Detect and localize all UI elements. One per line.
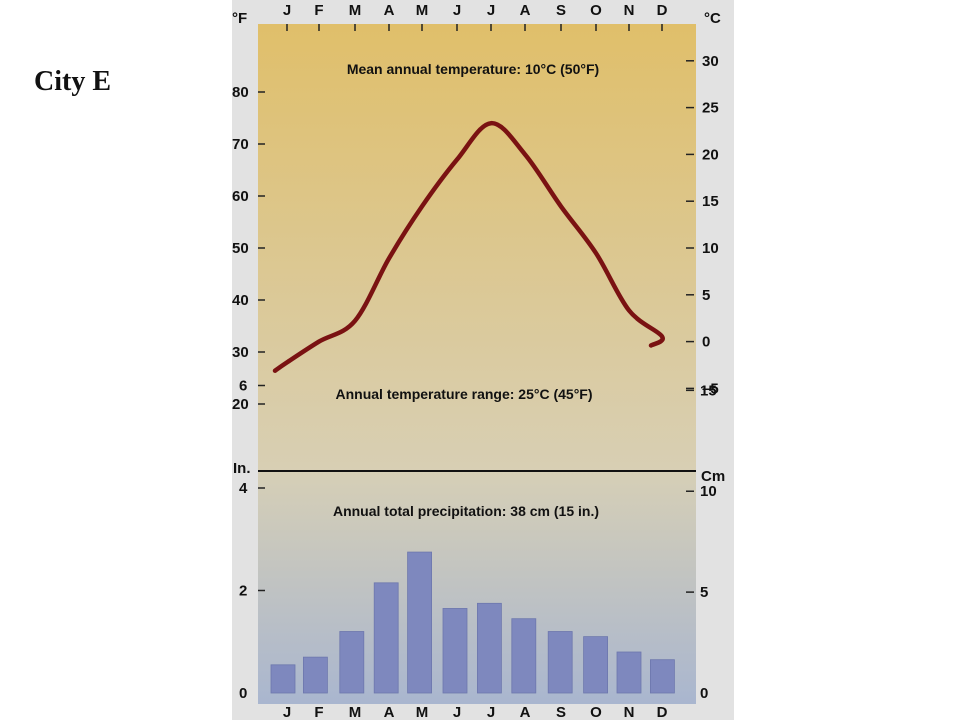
month-label-top: M — [349, 2, 362, 19]
month-label-bottom: M — [349, 704, 362, 720]
temperature-line — [272, 120, 665, 373]
temperature-point — [489, 122, 493, 125]
temperature-point — [660, 335, 664, 338]
month-label-top: N — [624, 2, 635, 19]
precipitation-bar — [476, 602, 502, 694]
precipitation-bar — [302, 656, 328, 694]
month-label-top: A — [384, 2, 395, 19]
precipitation-bars — [270, 551, 675, 694]
month-label-bottom: M — [416, 704, 429, 720]
month-label-bottom: S — [556, 704, 566, 720]
month-label-bottom: A — [520, 704, 531, 720]
precip-left-axis: 0 2 4 6 — [239, 378, 265, 702]
temp-right-tick-label: 20 — [702, 146, 719, 163]
temp-left-tick-label: 40 — [232, 292, 249, 309]
temp-right-tick-label: 10 — [702, 240, 719, 257]
temperature-point — [523, 153, 527, 156]
precip-left-tick-label: 0 — [239, 685, 247, 702]
temp-left-tick-label: 30 — [232, 344, 249, 361]
precip-left-unit: In. — [233, 460, 251, 477]
temperature-point — [353, 319, 357, 322]
temp-right-tick-label: 25 — [702, 100, 719, 117]
temp-left-axis: 20 30 40 50 60 70 80 — [232, 84, 265, 413]
temp-right-tick-label: 15 — [702, 193, 719, 210]
precip-total-annotation: Annual total precipitation: 38 cm (15 in… — [333, 503, 599, 519]
precip-right-unit: Cm — [701, 468, 725, 485]
precip-right-tick-label: 5 — [700, 584, 708, 601]
temperature-point — [455, 158, 459, 161]
temp-left-tick-label: 20 — [232, 396, 249, 413]
precipitation-bar — [407, 551, 433, 694]
temp-range-annotation: Annual temperature range: 25°C (45°F) — [335, 386, 592, 402]
precipitation-bar — [339, 631, 365, 694]
temp-right-tick-label: 0 — [702, 334, 710, 351]
month-label-bottom: J — [487, 704, 495, 720]
precipitation-bar — [511, 618, 537, 694]
month-label-top: A — [520, 2, 531, 19]
temp-right-tick-label: 30 — [702, 53, 719, 70]
precip-right-tick-label: 10 — [700, 483, 717, 500]
temperature-point — [420, 205, 424, 208]
precipitation-bar — [616, 651, 642, 694]
month-label-top: F — [314, 2, 323, 19]
month-label-bottom: N — [624, 704, 635, 720]
temp-right-unit: °C — [704, 10, 721, 27]
temp-left-tick-label: 80 — [232, 84, 249, 101]
month-label-bottom: J — [283, 704, 291, 720]
temp-left-tick-label: 70 — [232, 136, 249, 153]
precipitation-bar — [373, 582, 399, 694]
month-label-bottom: O — [590, 704, 602, 720]
temperature-point — [387, 257, 391, 260]
month-label-top: J — [453, 2, 461, 19]
temperature-point — [594, 252, 598, 255]
precip-right-tick-label: 0 — [700, 685, 708, 702]
month-label-top: S — [556, 2, 566, 19]
temperature-point — [559, 205, 563, 208]
temperature-points — [285, 122, 664, 364]
precipitation-bar — [650, 659, 675, 694]
precipitation-bar — [547, 631, 573, 694]
month-label-bottom: F — [314, 704, 323, 720]
temp-left-tick-label: 50 — [232, 240, 249, 257]
temp-mean-annotation: Mean annual temperature: 10°C (50°F) — [347, 61, 599, 77]
month-label-top: J — [283, 2, 291, 19]
temperature-point — [317, 340, 321, 343]
precip-right-tick-label: 15 — [700, 382, 717, 399]
temperature-point — [627, 309, 631, 312]
month-label-top: D — [657, 2, 668, 19]
temp-left-tick-label: 60 — [232, 188, 249, 205]
precipitation-bar — [270, 664, 296, 694]
page-title: City E — [34, 66, 111, 97]
month-label-top: M — [416, 2, 429, 19]
month-label-bottom: A — [384, 704, 395, 720]
temperature-plot-area — [258, 24, 696, 471]
temp-right-tick-label: 5 — [702, 287, 710, 304]
temp-right-tick-label: –5 — [702, 380, 719, 397]
precip-left-tick-label: 4 — [239, 480, 248, 497]
precip-right-axis: 0 5 10 15 — [686, 382, 717, 702]
month-label-top: O — [590, 2, 602, 19]
precip-left-tick-label: 6 — [239, 378, 247, 395]
month-label-top: J — [487, 2, 495, 19]
temperature-point — [285, 361, 289, 364]
temp-right-axis: –5 0 5 10 15 20 25 30 — [686, 53, 719, 397]
month-label-bottom: J — [453, 704, 461, 720]
precip-left-tick-label: 2 — [239, 583, 247, 600]
month-label-bottom: D — [657, 704, 668, 720]
temp-left-unit: °F — [232, 10, 247, 27]
precipitation-bar — [583, 636, 608, 694]
precipitation-bar — [442, 608, 468, 694]
